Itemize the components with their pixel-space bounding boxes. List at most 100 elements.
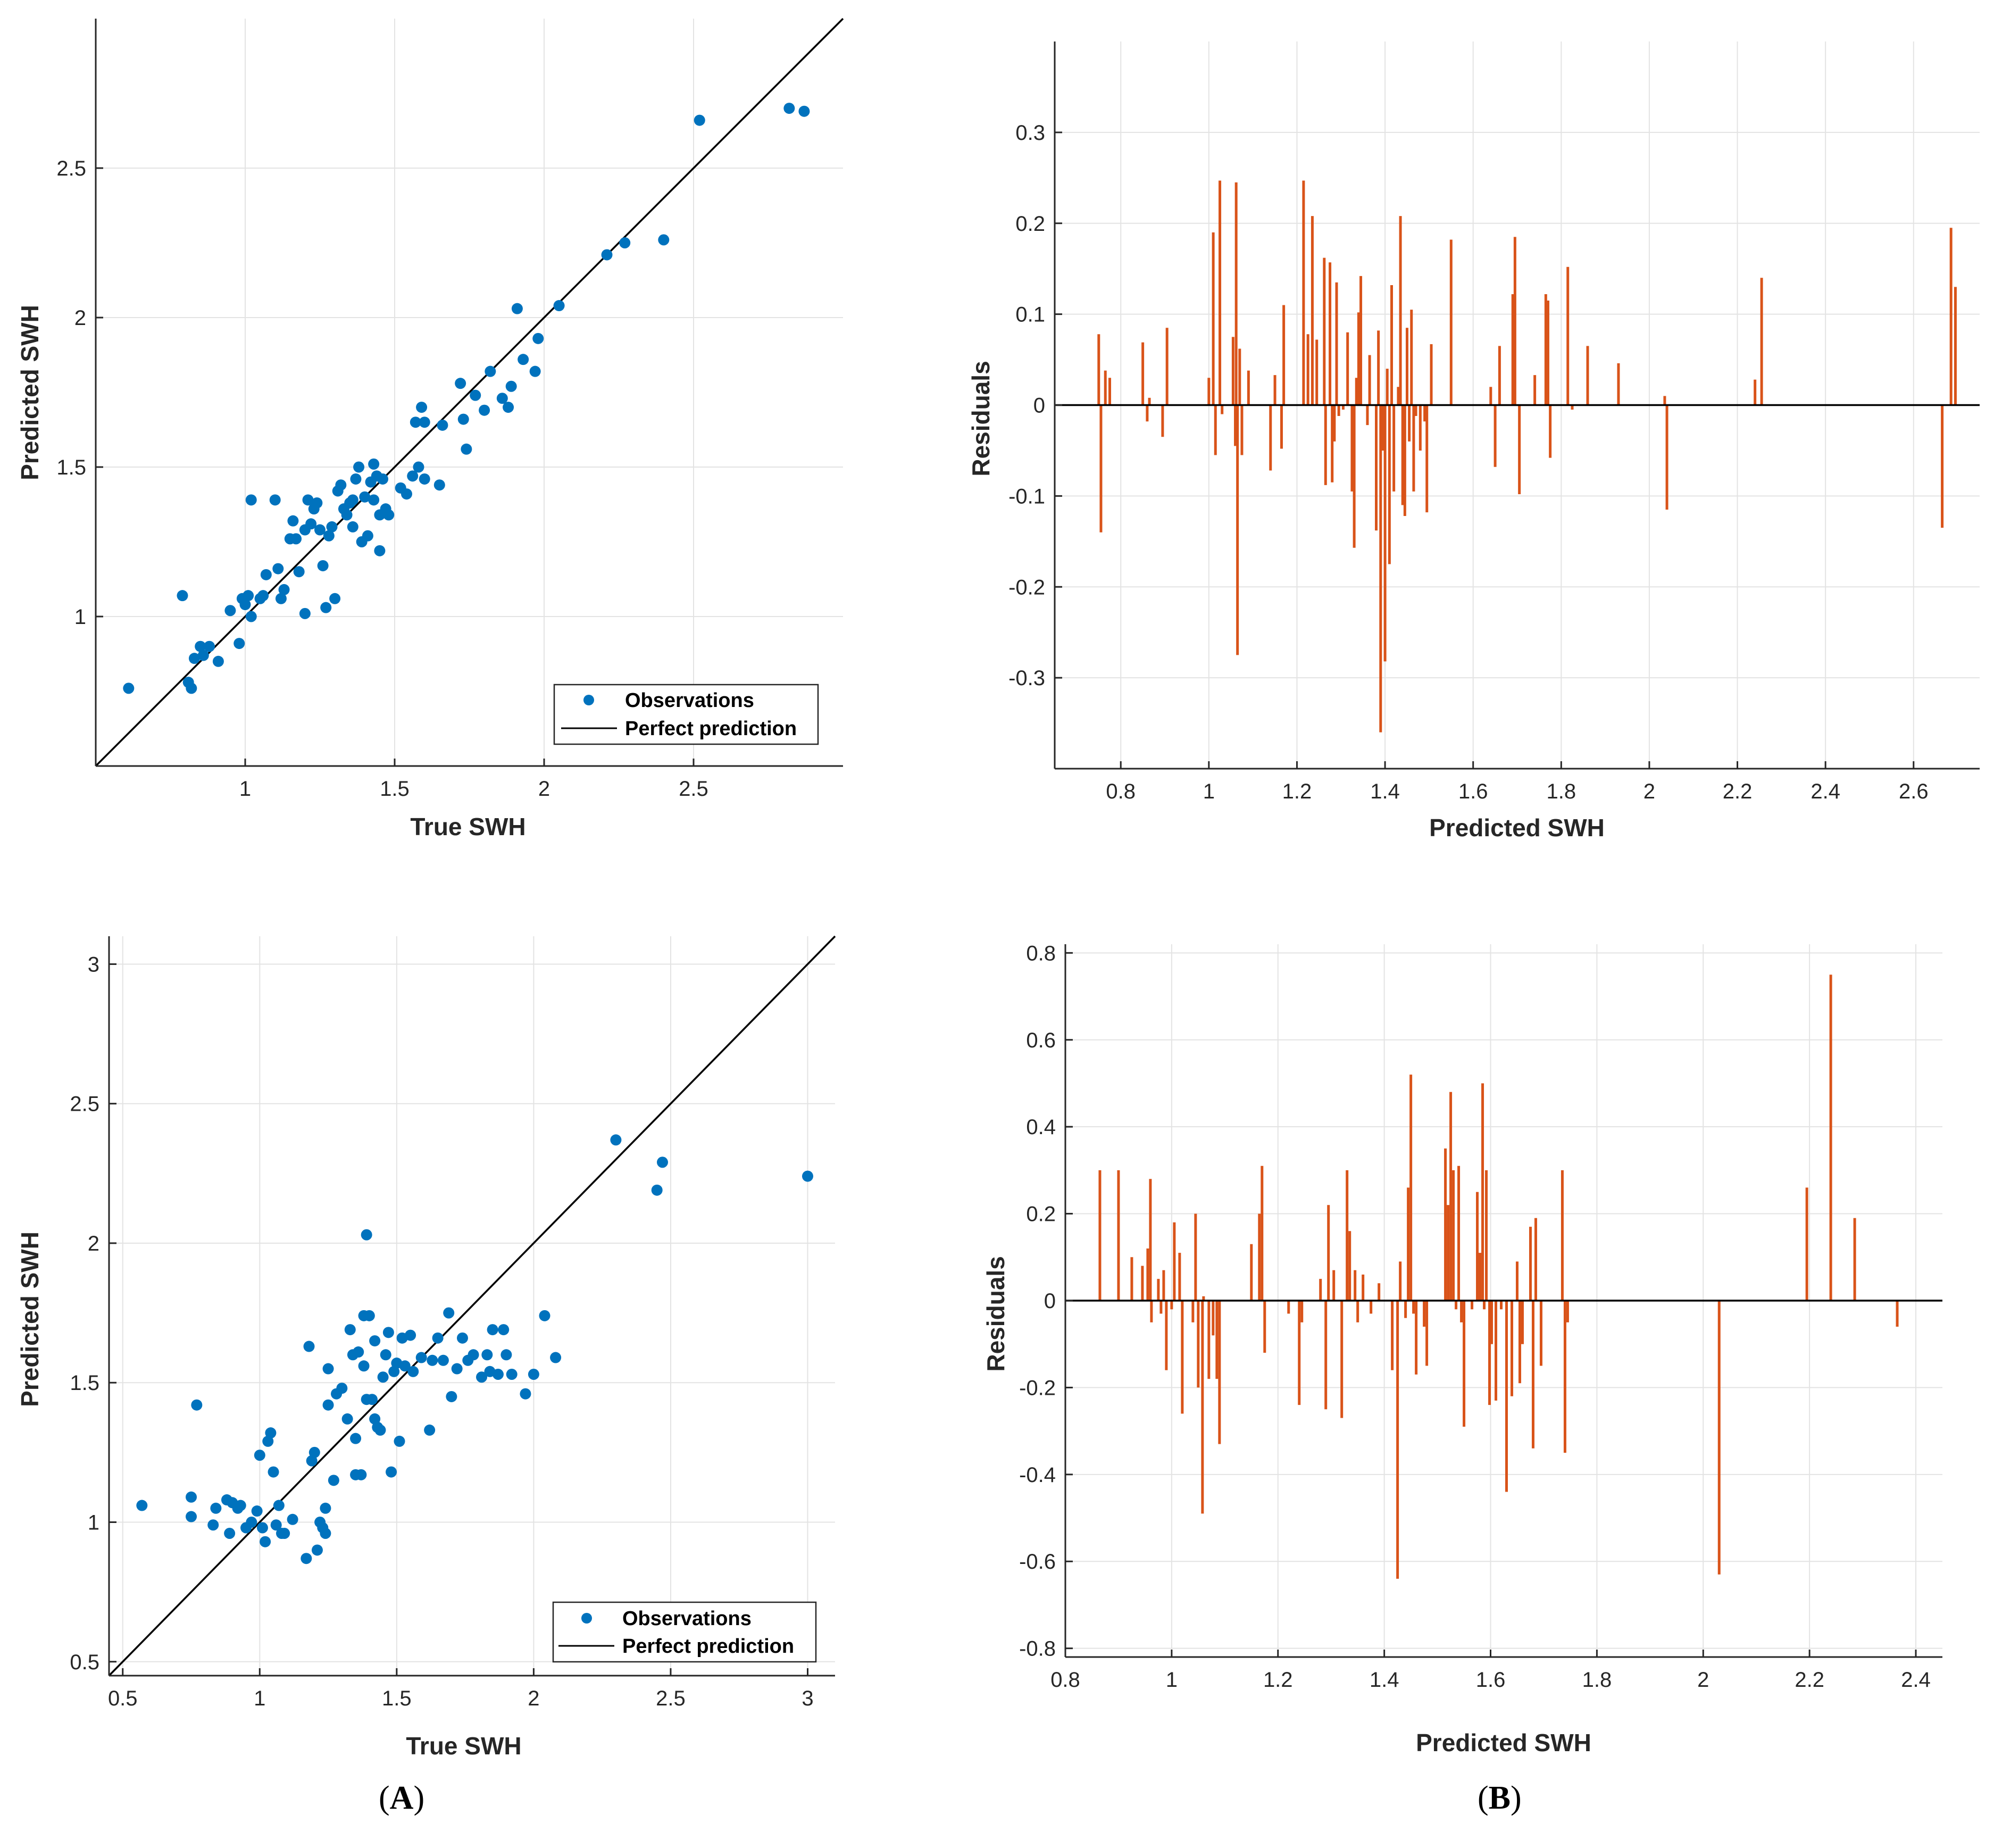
observation-point [123, 682, 135, 694]
axes: 0.8 1 1.2 1.4 1.6 1.8 2 2.2 2.4 -0.8 -0.6 -0.4 -0.2 0… [1019, 942, 1942, 1692]
observation-point [451, 1363, 463, 1375]
y-axis-label: Residuals [982, 1256, 1009, 1371]
plot-marks [1065, 975, 1942, 1579]
observation-point [802, 1170, 813, 1182]
observation-point [293, 566, 305, 578]
observation-point [299, 607, 311, 619]
x-tick-label: 2.4 [1901, 1668, 1931, 1692]
observation-point [359, 491, 371, 503]
observation-point [256, 1522, 268, 1534]
y-tick-label: 2 [88, 1232, 99, 1255]
observation-point [254, 593, 266, 604]
y-tick-label: 0.1 [1015, 303, 1045, 327]
observation-point [416, 402, 428, 413]
x-tick-label: 1 [239, 777, 251, 801]
x-tick-label: 1.2 [1263, 1668, 1293, 1692]
observation-point [498, 1324, 510, 1336]
x-tick-label: 0.8 [1106, 780, 1136, 803]
y-tick-label: -0.3 [1008, 667, 1045, 690]
y-tick-label: 1 [74, 605, 86, 629]
observation-point [383, 509, 395, 521]
observation-point [317, 560, 329, 571]
observation-point [518, 354, 529, 365]
observation-point [251, 1505, 263, 1517]
x-tick-label: 2 [1643, 780, 1655, 803]
observation-point [188, 653, 200, 664]
observation-point [302, 494, 314, 506]
y-tick-label: 0 [1044, 1289, 1056, 1313]
observation-point [358, 1360, 370, 1372]
x-tick-label: 3 [802, 1687, 813, 1710]
y-tick-label: 0.2 [1015, 212, 1045, 236]
observation-point [433, 479, 445, 491]
observation-point [394, 1435, 405, 1447]
legend-observations-label: Observations [625, 689, 754, 712]
x-tick-label: 1.2 [1282, 780, 1312, 803]
observation-point [532, 332, 544, 344]
legend-observations-marker [583, 695, 594, 705]
observation-point [520, 1388, 531, 1400]
y-tick-label: 2.5 [70, 1093, 99, 1116]
x-tick-label: 1 [254, 1687, 265, 1710]
observation-point [694, 114, 705, 126]
observation-point [369, 1335, 381, 1347]
x-tick-label: 2 [1697, 1668, 1709, 1692]
observation-point [437, 1354, 449, 1366]
observation-point [500, 1349, 512, 1361]
observation-point [783, 103, 795, 114]
observation-point [601, 249, 613, 261]
observation-point [207, 1519, 219, 1531]
observation-point [468, 1349, 479, 1361]
y-tick-label: 1.5 [56, 456, 86, 479]
observation-point [481, 1349, 493, 1361]
observation-point [651, 1184, 663, 1196]
legend-perfect-label: Perfect prediction [625, 718, 797, 740]
x-tick-label: 2.5 [656, 1687, 686, 1710]
observation-point [405, 1329, 416, 1341]
observation-point [260, 1536, 271, 1547]
x-tick-label: 2.2 [1723, 780, 1753, 803]
y-tick-label: -0.8 [1019, 1637, 1056, 1661]
legend-box [553, 684, 819, 745]
observation-point [456, 1332, 468, 1344]
observation-point [437, 419, 448, 431]
observation-point [269, 494, 281, 506]
observation-point [455, 378, 466, 389]
observation-point [186, 1491, 197, 1503]
observation-point [314, 524, 326, 536]
x-tick-label: 1.4 [1370, 1668, 1399, 1692]
observation-point [511, 303, 523, 314]
observation-point [326, 521, 338, 532]
observation-point [303, 1341, 315, 1352]
observation-point [272, 563, 284, 575]
plot-true-vs-predicted-top: 1 1.5 2 2.511.522.5 True SWH Predicted SWH … [16, 18, 844, 840]
observation-point [268, 1466, 279, 1478]
observation-point [350, 1433, 362, 1444]
y-tick-label: 3 [88, 953, 99, 976]
plot-marks [95, 18, 844, 767]
observation-point [254, 1450, 265, 1461]
observation-point [336, 1383, 348, 1394]
observation-point [245, 611, 257, 622]
observation-point [197, 650, 209, 661]
observation-point [278, 584, 290, 595]
observation-point [328, 1475, 339, 1486]
x-axis-label: Predicted SWH [1416, 1729, 1591, 1757]
y-tick-label: -0.1 [1008, 485, 1045, 508]
observation-point [610, 1134, 622, 1146]
y-tick-label: -0.2 [1008, 576, 1045, 599]
legend-observations-label: Observations [622, 1608, 752, 1630]
observation-point [401, 488, 412, 500]
observation-point [550, 1352, 562, 1363]
observation-point [658, 234, 670, 246]
x-tick-label: 0.8 [1050, 1668, 1080, 1692]
y-tick-label: 0.4 [1026, 1116, 1056, 1139]
observation-point [191, 1399, 203, 1411]
plot-marks [1055, 180, 1980, 732]
observation-point [279, 1527, 290, 1539]
legend: Observations Perfect prediction [552, 1601, 817, 1663]
plot-residuals-bottom: 0.8 1 1.2 1.4 1.6 1.8 2 2.2 2.4 -0.8 -0.6 -0.4 -0.2 0… [982, 942, 1942, 1757]
observation-point [246, 1517, 257, 1528]
observation-point [347, 521, 358, 532]
